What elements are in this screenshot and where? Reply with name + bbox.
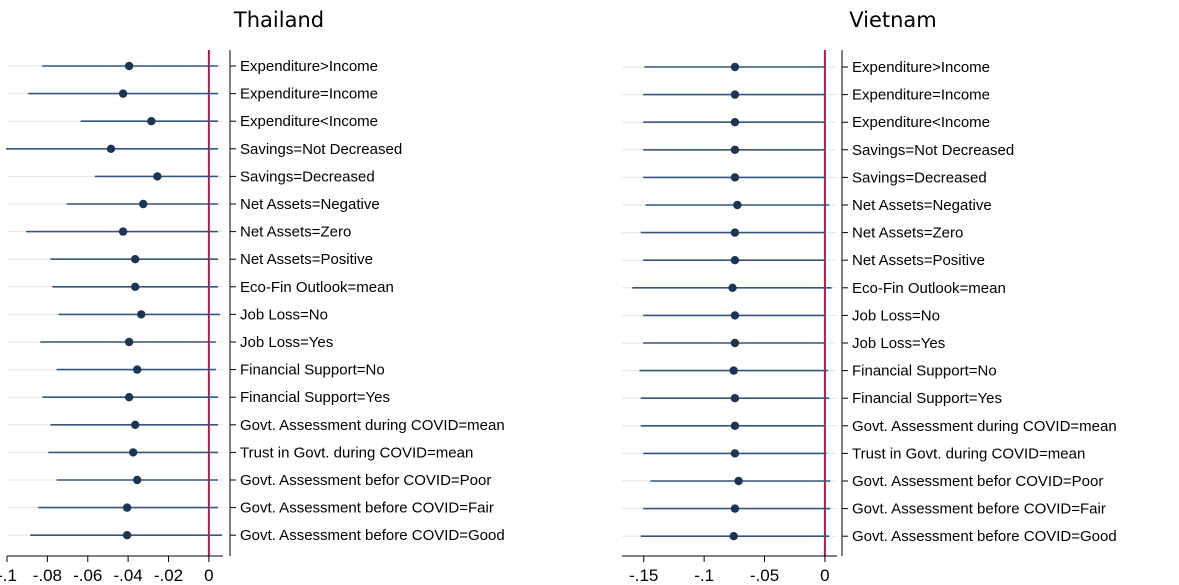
point-estimate [139,199,148,209]
point-estimate [730,62,740,72]
point-estimate [734,476,743,486]
x-tick-label: 0 [820,566,829,585]
vietnam-panel: Vietnam Expenditure>Income Expenditure=In… [622,8,1117,585]
point-estimate [730,145,740,154]
point-estimate [130,282,140,291]
point-estimate [137,310,146,319]
x-tick-label: -.08 [33,566,62,585]
category-label: Savings=Not Decreased [240,141,402,158]
category-label: Financial Support=No [852,363,997,380]
point-estimate [124,337,134,347]
point-estimate [730,173,740,182]
x-tick-label: -.1 [694,566,714,585]
category-label: Eco-Fin Outlook=mean [240,279,394,296]
point-estimate [730,421,740,430]
thailand-panel: Thailand Expenditure>Income Expenditure=I… [0,8,505,585]
x-tick-label: -.06 [73,566,102,585]
x-tick-label: -.1 [0,566,17,585]
point-estimate [730,394,740,403]
category-label: Expenditure>Income [240,58,378,75]
category-label: Expenditure=Income [240,86,378,103]
point-estimate [730,256,740,265]
point-estimate [730,504,740,513]
point-estimate [130,255,140,264]
point-estimate [728,283,737,292]
category-label: Govt. Assessment befor COVID=Poor [852,473,1103,490]
x-tick-label: -.05 [750,566,779,585]
category-label: Govt. Assessment before COVID=Good [852,528,1117,545]
point-estimate [730,118,740,127]
point-estimate [130,420,140,429]
category-label: Expenditure>Income [852,59,990,76]
point-estimate [730,311,740,320]
category-label: Job Loss=Yes [240,334,333,351]
point-estimate [153,172,162,181]
point-estimate [122,503,132,512]
category-label: Financial Support=Yes [240,389,390,406]
point-estimate [124,61,134,71]
category-label: Savings=Decreased [852,169,987,186]
x-tick-label: 0 [204,566,213,585]
x-tick-label: -.04 [113,566,142,585]
point-estimate [124,393,134,402]
point-estimate [733,200,742,210]
category-label: Job Loss=No [240,306,328,323]
category-label: Expenditure=Income [852,87,990,104]
point-estimate [128,448,138,457]
point-estimate [118,227,128,236]
x-tick-label: -.15 [629,566,658,585]
category-label: Net Assets=Negative [240,196,380,213]
point-estimate [729,366,738,375]
category-label: Expenditure<Income [240,113,378,130]
category-label: Govt. Assessment during COVID=mean [852,418,1117,435]
point-estimate [106,144,116,153]
category-label: Financial Support=Yes [852,390,1002,407]
category-label: Financial Support=No [240,362,385,379]
category-label: Govt. Assessment during COVID=mean [240,417,505,434]
category-label: Net Assets=Negative [852,197,992,214]
category-label: Govt. Assessment before COVID=Good [240,527,505,544]
point-estimate [118,89,128,98]
panel-title-thailand: Thailand [233,8,324,32]
point-estimate [730,338,740,348]
category-label: Savings=Not Decreased [852,142,1014,159]
point-estimate [730,90,740,99]
point-estimate [730,449,740,458]
category-label: Govt. Assessment befor COVID=Poor [240,472,491,489]
category-label: Net Assets=Zero [240,224,351,241]
category-label: Govt. Assessment before COVID=Fair [852,501,1106,518]
point-estimate [133,365,142,374]
point-estimate [122,531,132,540]
point-estimate [147,117,156,126]
category-label: Job Loss=Yes [852,335,945,352]
category-label: Expenditure<Income [852,114,990,131]
category-label: Savings=Decreased [240,168,375,185]
point-estimate [729,532,738,541]
panel-title-vietnam: Vietnam [849,8,937,32]
x-tick-label: -.02 [154,566,183,585]
category-label: Eco-Fin Outlook=mean [852,280,1006,297]
category-label: Trust in Govt. during COVID=mean [852,445,1085,462]
category-label: Net Assets=Positive [852,252,985,269]
category-label: Govt. Assessment before COVID=Fair [240,500,494,517]
point-estimate [730,228,740,237]
category-label: Net Assets=Zero [852,225,963,242]
category-label: Trust in Govt. during COVID=mean [240,444,473,461]
point-estimate [133,475,142,485]
category-label: Net Assets=Positive [240,251,373,268]
category-label: Job Loss=No [852,307,940,324]
